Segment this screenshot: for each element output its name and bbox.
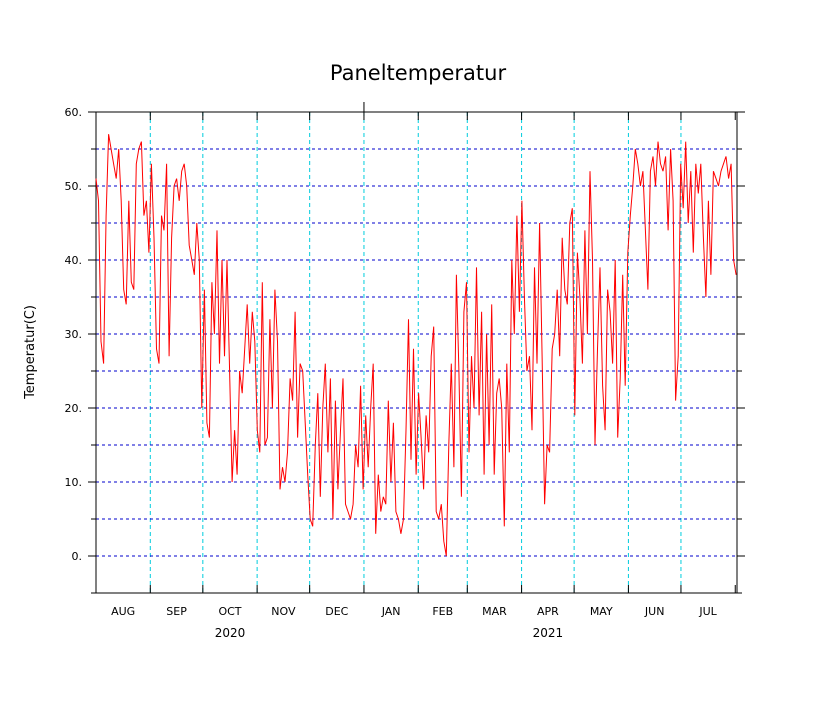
x-year-labels: 2020 2021	[215, 626, 563, 640]
month-label: MAR	[482, 605, 507, 618]
month-label: NOV	[271, 605, 296, 618]
month-label: DEC	[325, 605, 348, 618]
y-tick-label: 10.	[65, 476, 83, 489]
y-tick-label: 60.	[65, 106, 83, 119]
year-label: 2020	[215, 626, 246, 640]
x-month-labels: AUG SEP OCT NOV DEC JAN FEB MAR APR MAY JUN JUL	[111, 605, 718, 618]
month-label: SEP	[166, 605, 187, 618]
plot-frame	[95, 111, 738, 594]
horizontal-gridlines	[96, 148, 737, 557]
month-label: FEB	[432, 605, 453, 618]
month-label: AUG	[111, 605, 135, 618]
month-label: APR	[537, 605, 559, 618]
month-label: JUN	[644, 605, 665, 618]
series-line-paneltemperatur	[95, 134, 737, 557]
y-tick-labels: 0. 10. 20. 30. 40. 50. 60.	[65, 106, 83, 563]
chart-title: Paneltemperatur	[330, 61, 507, 85]
month-label: MAY	[590, 605, 613, 618]
month-label: OCT	[218, 605, 241, 618]
y-tick-label: 40.	[65, 254, 83, 267]
y-tick-label: 30.	[65, 328, 83, 341]
y-tick-label: 20.	[65, 402, 83, 415]
month-label: JAN	[381, 605, 401, 618]
vertical-gridlines	[149, 112, 682, 593]
axis-ticks	[88, 102, 745, 594]
y-tick-label: 50.	[65, 180, 83, 193]
year-label: 2021	[533, 626, 564, 640]
y-tick-label: 0.	[72, 550, 83, 563]
y-axis-label: Temperatur(C)	[23, 305, 38, 400]
month-label: JUL	[698, 605, 717, 618]
